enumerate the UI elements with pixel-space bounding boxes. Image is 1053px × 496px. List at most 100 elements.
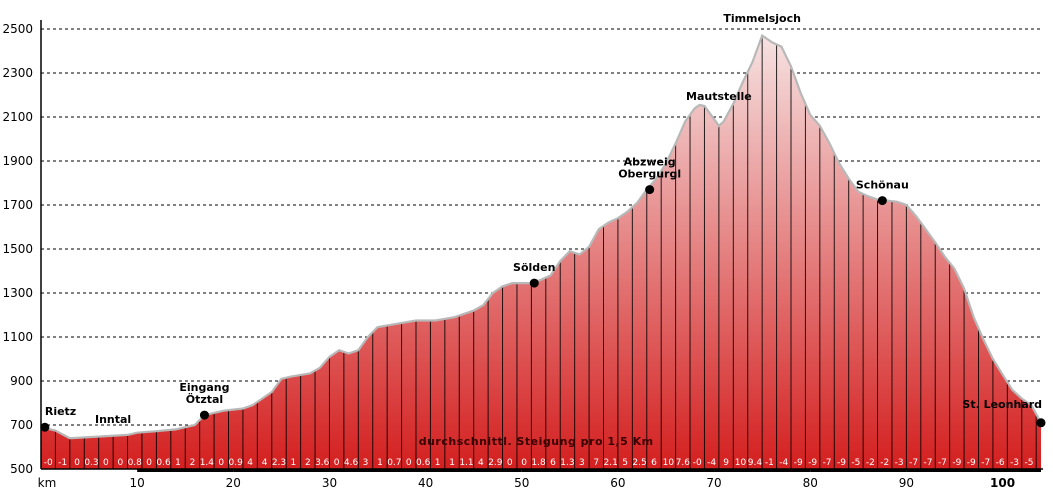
gradient-label: -2 <box>880 458 889 468</box>
gradient-label: 2.9 <box>488 458 503 468</box>
x-axis-band <box>425 469 522 472</box>
gradient-label: 3 <box>579 458 585 468</box>
x-axis-band <box>1002 469 1041 472</box>
gradient-label: 4 <box>262 458 268 468</box>
gradient-label: 0.6 <box>156 458 171 468</box>
gradient-label: 1.4 <box>200 458 215 468</box>
location-label: Inntal <box>95 413 131 426</box>
gradient-label: -1 <box>58 458 67 468</box>
x-tick-label-90: 90 <box>899 476 914 490</box>
location-marker <box>645 185 655 195</box>
gradient-label: 2.3 <box>272 458 286 468</box>
gradient-label: -0 <box>44 458 53 468</box>
gradient-label: 4 <box>247 458 253 468</box>
gradient-label: -0 <box>693 458 702 468</box>
location-label: St. Leonhard <box>962 398 1042 411</box>
gradient-label: 1 <box>449 458 455 468</box>
x-axis-band <box>521 469 618 472</box>
x-axis-band <box>906 469 1003 472</box>
gradient-label: 1.3 <box>560 458 574 468</box>
x-tick-label-10: 10 <box>130 476 145 490</box>
gradient-label: 7.6 <box>676 458 691 468</box>
location-marker <box>199 410 209 420</box>
gradient-labels: -0 -1 0 0.3 0 0 0.8 0 0.6 1 2 1.4 0 0.9 4 4 2.3 1 2 3.6 0 4.6… <box>44 458 1034 468</box>
location-label: Eingang <box>179 381 229 394</box>
gradient-label: -7 <box>823 458 832 468</box>
gradient-label: 6 <box>651 458 657 468</box>
gradient-label: -9 <box>967 458 976 468</box>
x-tick-label-80: 80 <box>803 476 818 490</box>
location-marker <box>529 278 539 288</box>
location-label: Schönau <box>856 179 909 192</box>
x-axis-band <box>233 469 330 472</box>
y-tick-label-2100: 2100 <box>2 110 33 124</box>
location-label: Abzweig <box>624 156 676 169</box>
gradient-label: 3 <box>363 458 369 468</box>
x-tick-label-70: 70 <box>706 476 721 490</box>
y-tick-label-900: 900 <box>10 374 33 388</box>
location-marker <box>40 422 50 432</box>
gradient-label: 1 <box>175 458 181 468</box>
gradient-label: 0.3 <box>84 458 98 468</box>
x-axis-band <box>137 469 234 472</box>
location-marker <box>1036 418 1046 428</box>
y-tick-label-2500: 2500 <box>2 22 33 36</box>
gradient-label: 4.6 <box>344 458 359 468</box>
gradient-label: -7 <box>981 458 990 468</box>
gradient-label: 10 <box>663 458 675 468</box>
x-axis-labels: km 10 20 30 40 50 60 70 80 90 100 <box>38 476 1015 490</box>
gradient-label: 1 <box>291 458 297 468</box>
gradient-label: -9 <box>952 458 961 468</box>
x-tick-label-km: km <box>38 476 57 490</box>
gradient-label: -1 <box>765 458 774 468</box>
gradient-label: -4 <box>779 458 788 468</box>
gradient-label: 0 <box>507 458 513 468</box>
location-label: Mautstelle <box>686 90 752 103</box>
gradient-label: 0 <box>103 458 109 468</box>
gradient-label: 2 <box>305 458 311 468</box>
y-tick-label-1100: 1100 <box>2 330 33 344</box>
gradient-label: -4 <box>707 458 716 468</box>
y-tick-label-700: 700 <box>10 418 33 432</box>
gradient-label: 0.8 <box>128 458 143 468</box>
location-label: Rietz <box>45 405 76 418</box>
gradient-label: 0.9 <box>229 458 244 468</box>
gradient-label: 0 <box>521 458 527 468</box>
gradient-label: 3.6 <box>315 458 330 468</box>
gradient-label: -7 <box>924 458 933 468</box>
y-tick-label-2300: 2300 <box>2 66 33 80</box>
gradient-label: 9 <box>723 458 729 468</box>
gradient-label: -9 <box>837 458 846 468</box>
gradient-label: -6 <box>996 458 1005 468</box>
gradient-label: 0 <box>334 458 340 468</box>
x-tick-label-60: 60 <box>610 476 625 490</box>
x-axis-band <box>329 469 426 472</box>
gradient-label: 1.8 <box>531 458 546 468</box>
location-label: Obergurgl <box>618 168 681 181</box>
gradient-label: 1 <box>377 458 383 468</box>
location-label: Timmelsjoch <box>723 12 801 25</box>
x-tick-label-30: 30 <box>322 476 337 490</box>
y-tick-label-1300: 1300 <box>2 286 33 300</box>
y-tick-label-1900: 1900 <box>2 154 33 168</box>
gradient-label: -3 <box>895 458 904 468</box>
gradient-label: 7 <box>593 458 599 468</box>
gradient-label: -5 <box>1024 458 1033 468</box>
axes <box>40 20 1043 472</box>
gradient-label: 2.5 <box>632 458 646 468</box>
gradient-label: -7 <box>938 458 947 468</box>
gradient-label: 9.4 <box>748 458 763 468</box>
gradient-label: 0 <box>146 458 152 468</box>
gradient-label: 0 <box>218 458 224 468</box>
gradient-label: -5 <box>851 458 860 468</box>
gradient-label: 0 <box>406 458 412 468</box>
gradient-label: 5 <box>622 458 628 468</box>
gradient-label: 4 <box>478 458 484 468</box>
gradient-label: 10 <box>735 458 747 468</box>
elevation-outline <box>40 33 1042 440</box>
gradient-label: 1.1 <box>459 458 473 468</box>
x-axis-band <box>617 469 715 472</box>
gradient-label: -9 <box>808 458 817 468</box>
x-tick-label-50: 50 <box>514 476 529 490</box>
